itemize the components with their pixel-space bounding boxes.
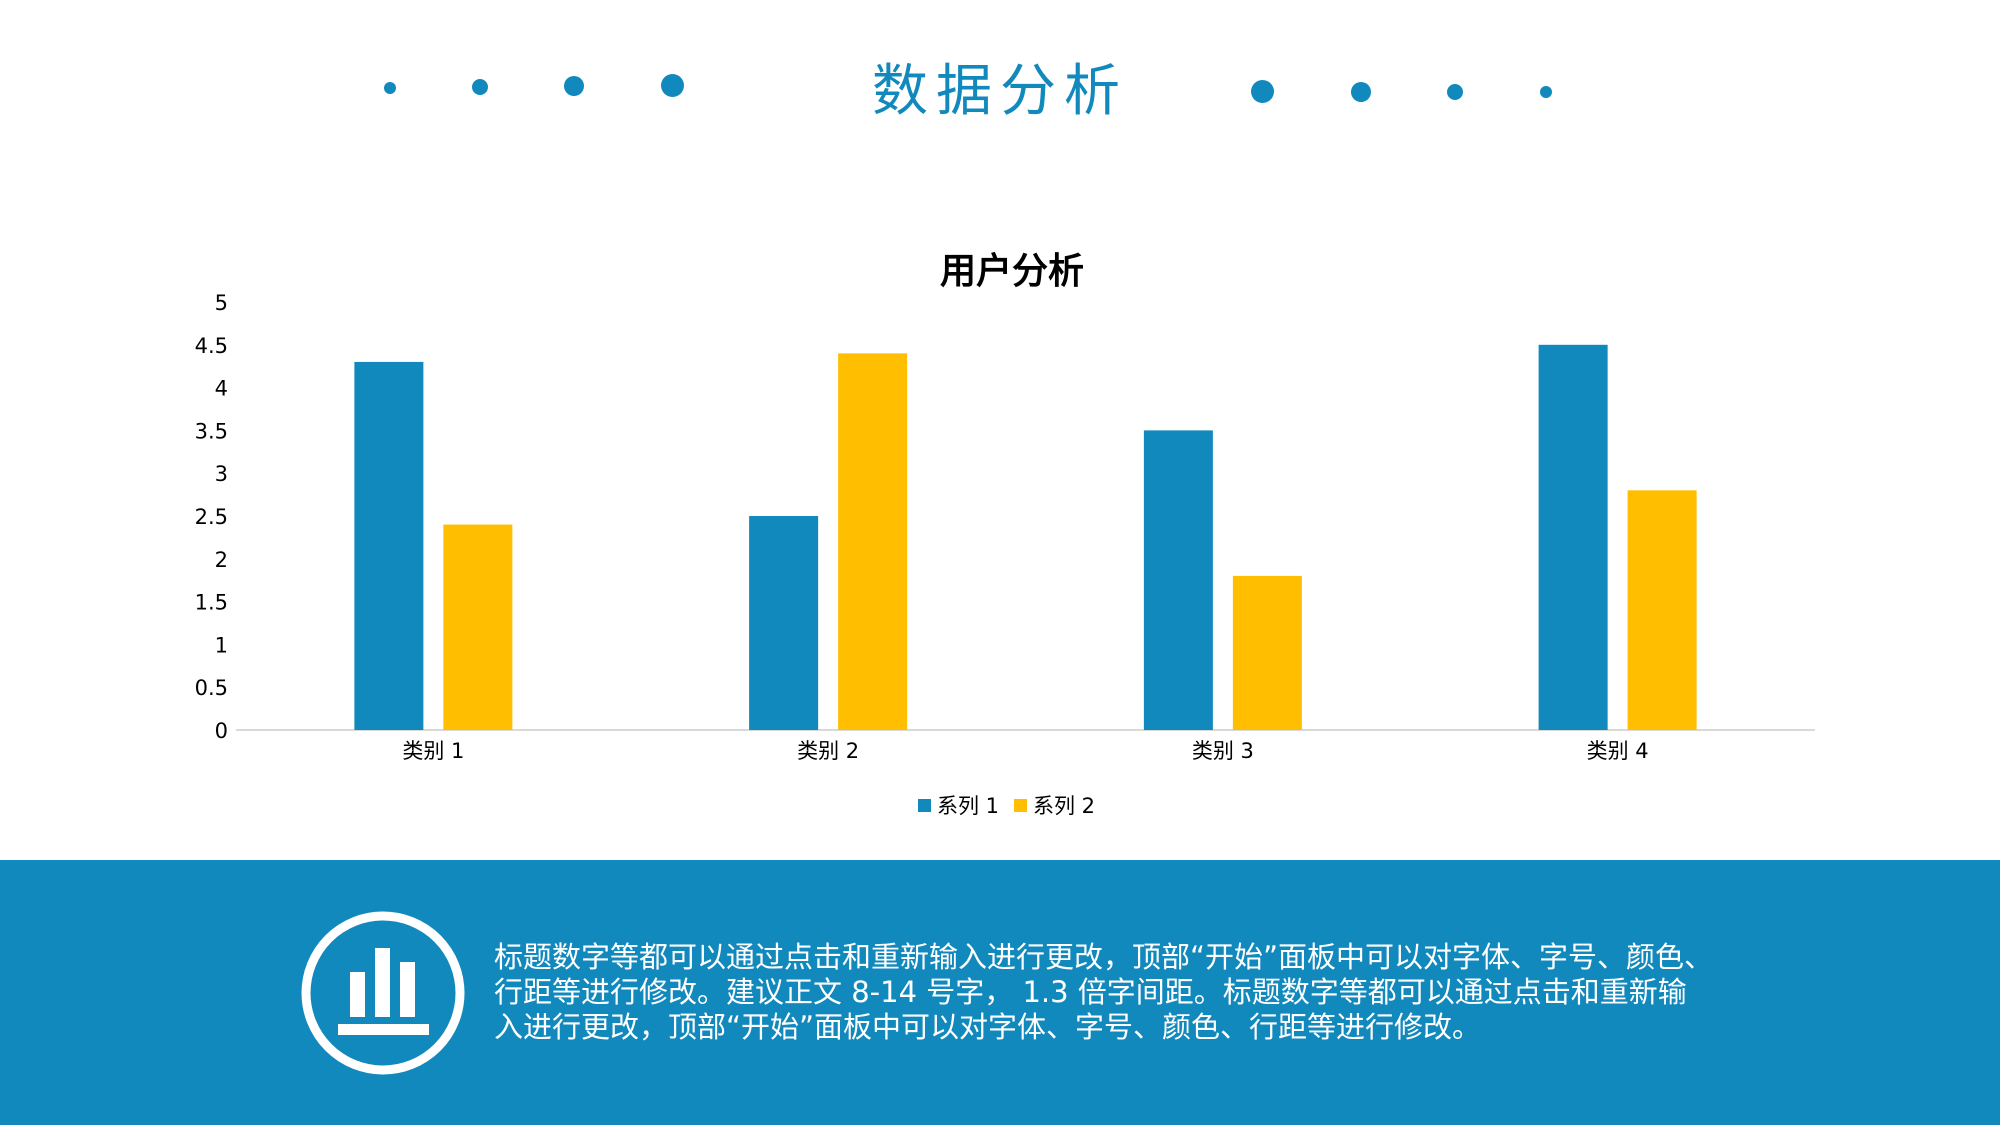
decorative-dot	[472, 79, 488, 95]
x-category-label: 类别 1	[402, 739, 464, 763]
bar-chart-icon	[300, 910, 466, 1076]
decorative-dot	[1540, 86, 1552, 98]
bar-series-2-category-3	[1232, 575, 1302, 730]
bar-series-1-category-1	[354, 361, 424, 730]
chart-title: 用户分析	[940, 251, 1084, 292]
y-tick-label: 4	[215, 377, 228, 401]
bar-series-1-category-2	[749, 516, 819, 730]
bar-series-1-category-4	[1538, 344, 1608, 730]
decorative-dot	[1251, 80, 1274, 103]
x-category-label: 类别 3	[1192, 739, 1254, 763]
slide-title: 数据分析	[872, 59, 1128, 124]
x-category-label: 类别 2	[797, 739, 859, 763]
bar-series-2-category-2	[838, 353, 908, 730]
decorative-dot	[1351, 82, 1371, 102]
footer-band	[0, 860, 2000, 1125]
bar-chart: 用户分析 0 0.5 1 1.5 2 2.5 3 3.5 4 4.5 5 类别 1 类别 2 类别 3 类…	[195, 251, 1815, 818]
bar-series-2-category-4	[1627, 490, 1697, 730]
footer-body-text: 标题数字等都可以通过点击和重新输入进行更改，顶部“开始”面板中可以对字体、字号、…	[494, 940, 1714, 1044]
y-tick-label: 1	[215, 633, 228, 657]
y-tick-label: 1.5	[195, 591, 228, 615]
bar-series-1-category-3	[1143, 430, 1213, 730]
x-category-label: 类别 4	[1587, 739, 1649, 763]
y-tick-label: 2	[215, 548, 228, 572]
decorative-dot	[661, 74, 684, 97]
y-tick-label: 3.5	[195, 419, 228, 443]
y-tick-label: 3	[215, 462, 228, 486]
legend-swatch-series-2	[1014, 799, 1027, 812]
y-tick-label: 0	[215, 719, 228, 743]
decorative-dot	[384, 82, 396, 94]
y-tick-label: 4.5	[195, 334, 228, 358]
y-tick-label: 5	[215, 291, 228, 315]
decorative-dot	[1447, 84, 1463, 100]
decorative-dot	[564, 76, 584, 96]
legend-swatch-series-1	[918, 799, 931, 812]
legend-label-series-1: 系列 1	[937, 794, 999, 818]
bar-series-2-category-1	[443, 524, 513, 730]
y-tick-label: 0.5	[195, 676, 228, 700]
legend-label-series-2: 系列 2	[1033, 794, 1095, 818]
y-tick-label: 2.5	[195, 505, 228, 529]
